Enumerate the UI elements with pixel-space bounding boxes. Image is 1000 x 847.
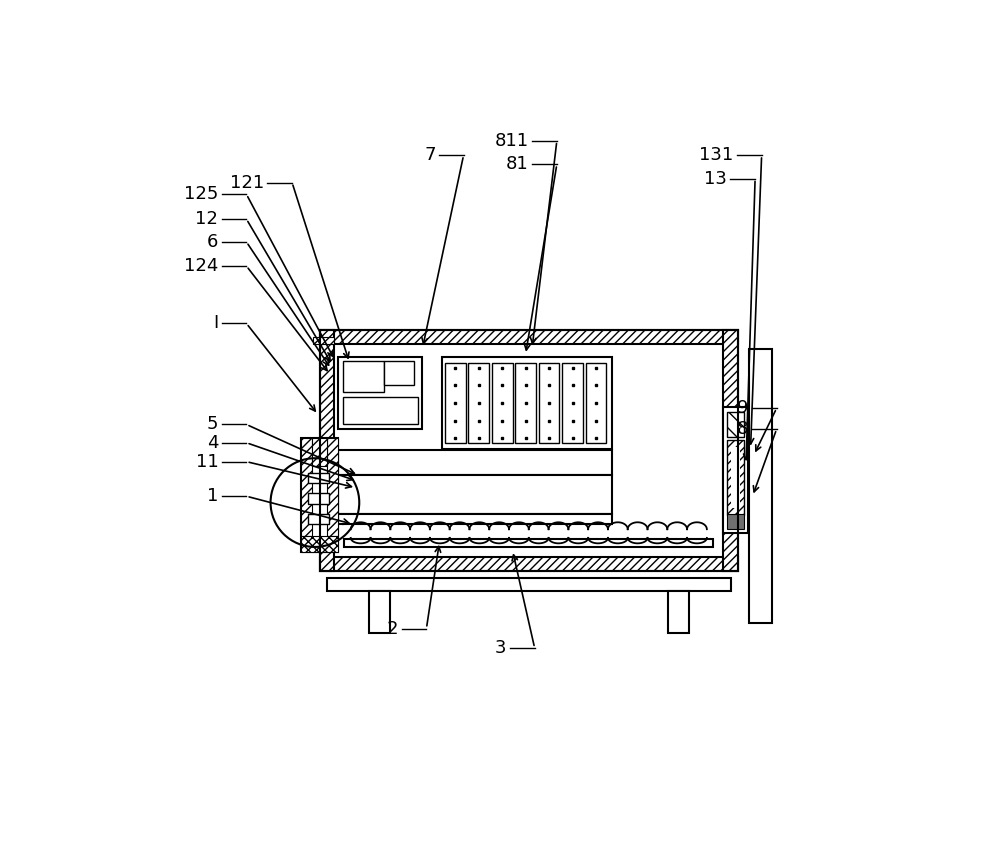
Bar xyxy=(343,396,418,424)
Text: 13: 13 xyxy=(704,169,727,187)
Bar xyxy=(320,329,738,344)
Bar xyxy=(539,363,559,443)
Bar xyxy=(723,329,738,571)
Text: I: I xyxy=(213,314,218,332)
Bar xyxy=(384,361,414,385)
Bar xyxy=(668,591,689,634)
Bar xyxy=(562,363,583,443)
Bar xyxy=(320,329,334,571)
Bar xyxy=(301,535,338,551)
Text: 81: 81 xyxy=(506,155,529,174)
Bar xyxy=(327,438,338,535)
Bar xyxy=(308,473,329,483)
Bar xyxy=(301,438,312,535)
Text: 1: 1 xyxy=(207,487,218,505)
Text: 2: 2 xyxy=(387,620,398,638)
Bar xyxy=(327,578,731,591)
Text: 5: 5 xyxy=(207,416,218,434)
Text: 121: 121 xyxy=(230,174,264,191)
Bar xyxy=(468,363,489,443)
Bar xyxy=(515,363,536,443)
Bar xyxy=(313,337,334,344)
Text: 12: 12 xyxy=(195,210,218,228)
Bar xyxy=(308,494,329,504)
Text: 124: 124 xyxy=(184,257,218,275)
Bar xyxy=(731,447,740,507)
Bar xyxy=(727,412,744,437)
Bar xyxy=(723,407,748,533)
Bar xyxy=(445,363,466,443)
Bar xyxy=(320,329,738,571)
Bar xyxy=(727,513,744,529)
Bar xyxy=(338,514,612,524)
Text: 125: 125 xyxy=(184,185,218,203)
Bar xyxy=(442,357,612,449)
Bar xyxy=(727,440,744,515)
Bar xyxy=(338,450,612,474)
Bar xyxy=(727,440,744,515)
Text: 6: 6 xyxy=(207,233,218,251)
Bar xyxy=(749,349,772,623)
Text: 4: 4 xyxy=(207,434,218,451)
Bar xyxy=(343,361,384,391)
Bar xyxy=(320,556,738,571)
Text: 9: 9 xyxy=(737,399,749,418)
Bar xyxy=(312,438,327,466)
Bar xyxy=(308,514,329,524)
Bar xyxy=(338,474,612,514)
Bar xyxy=(369,591,390,634)
Text: 7: 7 xyxy=(424,147,436,164)
Bar xyxy=(301,438,338,551)
Bar xyxy=(492,363,513,443)
Text: 11: 11 xyxy=(196,452,218,471)
Bar xyxy=(344,540,713,547)
Text: 3: 3 xyxy=(495,639,507,657)
Text: 131: 131 xyxy=(699,147,734,164)
Bar xyxy=(727,412,744,437)
Text: 811: 811 xyxy=(495,132,529,150)
Bar xyxy=(586,363,606,443)
Text: 8: 8 xyxy=(737,420,749,438)
Bar xyxy=(338,357,422,429)
Bar xyxy=(334,344,723,556)
